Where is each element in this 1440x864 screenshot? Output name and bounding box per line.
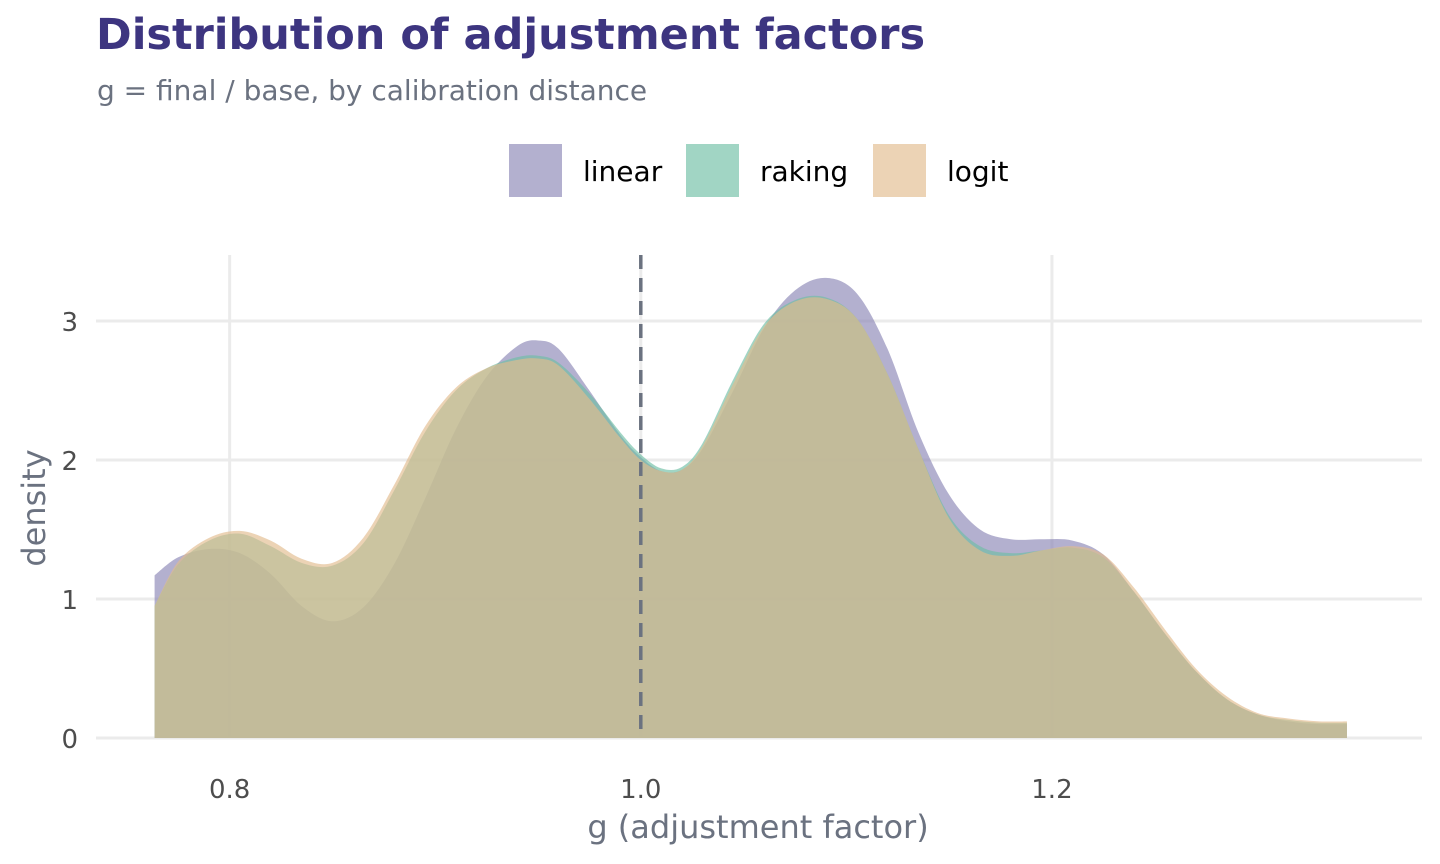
x-axis-label: g (adjustment factor) [587,808,928,846]
y-tick-label: 3 [61,308,78,338]
y-tick-label: 0 [61,725,78,755]
legend-label-raking: raking [760,155,848,188]
x-tick-label: 0.8 [209,775,250,805]
legend-label-linear: linear [583,155,663,188]
legend: linear raking logit [509,144,1008,197]
density-areas [154,277,1347,738]
y-axis-ticks: 0 1 2 3 [61,308,78,755]
x-tick-label: 1.0 [620,775,661,805]
x-axis-ticks: 0.8 1.0 1.2 [209,775,1073,805]
legend-key-raking [686,144,739,197]
density-area-logit [154,297,1347,738]
legend-key-logit [873,144,926,197]
x-tick-label: 1.2 [1031,775,1072,805]
chart-title: Distribution of adjustment factors [96,10,926,60]
y-tick-label: 1 [61,586,78,616]
legend-key-linear [509,144,562,197]
y-axis-label: density [15,449,53,566]
legend-label-logit: logit [947,155,1008,188]
chart-subtitle: g = final / base, by calibration distanc… [97,74,648,107]
y-tick-label: 2 [61,447,78,477]
